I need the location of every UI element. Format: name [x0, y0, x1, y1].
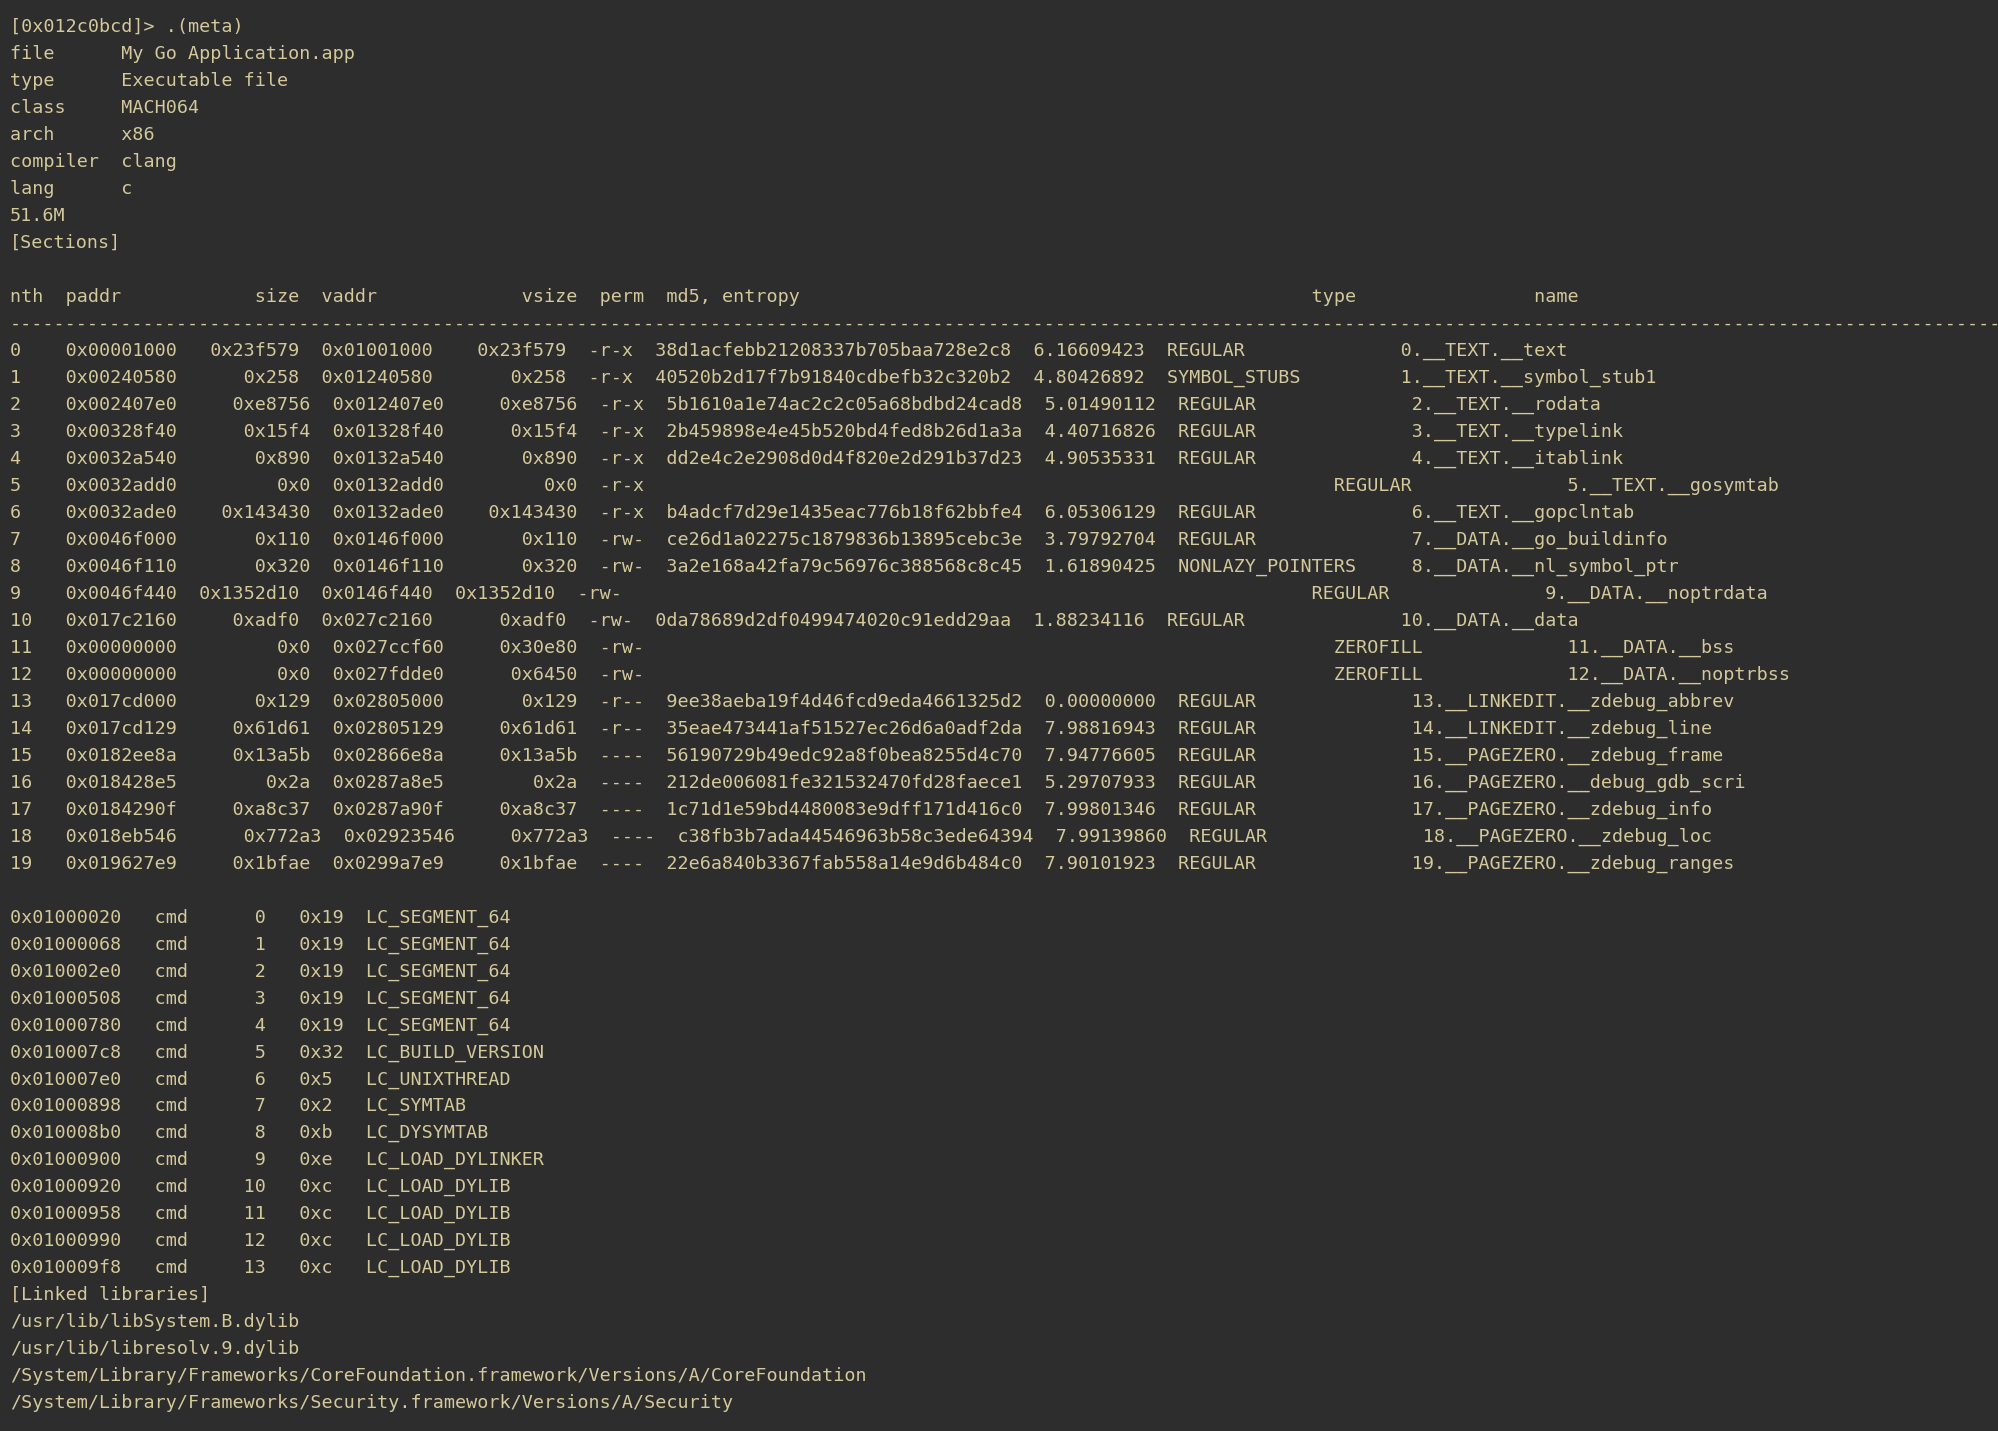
Text: 19   0x019627e9     0x1bfae  0x0299a7e9     0x1bfae  ----  22e6a840b3367fab558a1: 19 0x019627e9 0x1bfae 0x0299a7e9 0x1bfae… [10, 854, 1734, 873]
Text: [Sections]: [Sections] [10, 233, 122, 252]
Text: 11   0x00000000         0x0  0x027ccf60     0x30e80  -rw-                       : 11 0x00000000 0x0 0x027ccf60 0x30e80 -rw… [10, 638, 1734, 657]
Text: 16   0x018428e5        0x2a  0x0287a8e5        0x2a  ----  212de006081fe32153247: 16 0x018428e5 0x2a 0x0287a8e5 0x2a ---- … [10, 774, 1744, 791]
Text: 7    0x0046f000       0x110  0x0146f000       0x110  -rw-  ce26d1a02275c1879836b: 7 0x0046f000 0x110 0x0146f000 0x110 -rw-… [10, 531, 1666, 550]
Text: 0    0x00001000   0x23f579  0x01001000    0x23f579  -r-x  38d1acfebb21208337b705: 0 0x00001000 0x23f579 0x01001000 0x23f57… [10, 342, 1566, 361]
Text: 6    0x0032ade0    0x143430  0x0132ade0    0x143430  -r-x  b4adcf7d29e1435eac776: 6 0x0032ade0 0x143430 0x0132ade0 0x14343… [10, 504, 1634, 522]
Text: 14   0x017cd129     0x61d61  0x02805129     0x61d61  -r--  35eae473441af51527ec2: 14 0x017cd129 0x61d61 0x02805129 0x61d61… [10, 720, 1710, 738]
Text: 0x010008b0   cmd      8   0xb   LC_DYSYMTAB: 0x010008b0 cmd 8 0xb LC_DYSYMTAB [10, 1125, 488, 1142]
Text: 0x01000900   cmd      9   0xe   LC_LOAD_DYLINKER: 0x01000900 cmd 9 0xe LC_LOAD_DYLINKER [10, 1151, 543, 1169]
Text: nth  paddr            size  vaddr             vsize  perm  md5, entropy         : nth paddr size vaddr vsize perm md5, ent… [10, 288, 1578, 306]
Text: class     MACH064: class MACH064 [10, 99, 200, 117]
Text: compiler  clang: compiler clang [10, 153, 176, 170]
Text: type      Executable file: type Executable file [10, 72, 288, 90]
Text: 4    0x0032a540       0x890  0x0132a540       0x890  -r-x  dd2e4c2e2908d0d4f820e: 4 0x0032a540 0x890 0x0132a540 0x890 -r-x… [10, 449, 1622, 468]
Text: 0x01000780   cmd      4   0x19  LC_SEGMENT_64: 0x01000780 cmd 4 0x19 LC_SEGMENT_64 [10, 1016, 509, 1035]
Text: 0x010009f8   cmd     13   0xc   LC_LOAD_DYLIB: 0x010009f8 cmd 13 0xc LC_LOAD_DYLIB [10, 1259, 509, 1278]
Text: [Linked libraries]: [Linked libraries] [10, 1286, 210, 1304]
Text: 9    0x0046f440  0x1352d10  0x0146f440  0x1352d10  -rw-                         : 9 0x0046f440 0x1352d10 0x0146f440 0x1352… [10, 585, 1766, 602]
Text: /usr/lib/libSystem.B.dylib: /usr/lib/libSystem.B.dylib [10, 1314, 300, 1331]
Text: /usr/lib/libresolv.9.dylib: /usr/lib/libresolv.9.dylib [10, 1339, 300, 1358]
Text: 0x01000990   cmd     12   0xc   LC_LOAD_DYLIB: 0x01000990 cmd 12 0xc LC_LOAD_DYLIB [10, 1232, 509, 1251]
Text: 51.6M: 51.6M [10, 207, 66, 225]
Text: file      My Go Application.app: file My Go Application.app [10, 44, 356, 63]
Text: 5    0x0032add0         0x0  0x0132add0         0x0  -r-x                       : 5 0x0032add0 0x0 0x0132add0 0x0 -r-x [10, 477, 1778, 495]
Text: 0x010002e0   cmd      2   0x19  LC_SEGMENT_64: 0x010002e0 cmd 2 0x19 LC_SEGMENT_64 [10, 962, 509, 980]
Text: 0x01000898   cmd      7   0x2   LC_SYMTAB: 0x01000898 cmd 7 0x2 LC_SYMTAB [10, 1098, 466, 1116]
Text: arch      x86: arch x86 [10, 126, 154, 145]
Text: 0x01000068   cmd      1   0x19  LC_SEGMENT_64: 0x01000068 cmd 1 0x19 LC_SEGMENT_64 [10, 936, 509, 953]
Text: 12   0x00000000         0x0  0x027fdde0      0x6450  -rw-                       : 12 0x00000000 0x0 0x027fdde0 0x6450 -rw- [10, 665, 1788, 684]
Text: 0x01000020   cmd      0   0x19  LC_SEGMENT_64: 0x01000020 cmd 0 0x19 LC_SEGMENT_64 [10, 909, 509, 927]
Text: 0x01000920   cmd     10   0xc   LC_LOAD_DYLIB: 0x01000920 cmd 10 0xc LC_LOAD_DYLIB [10, 1178, 509, 1196]
Text: 1    0x00240580      0x258  0x01240580       0x258  -r-x  40520b2d17f7b91840cdbe: 1 0x00240580 0x258 0x01240580 0x258 -r-x… [10, 369, 1656, 386]
Text: 17   0x0184290f     0xa8c37  0x0287a90f     0xa8c37  ----  1c71d1e59bd4480083e9d: 17 0x0184290f 0xa8c37 0x0287a90f 0xa8c37… [10, 800, 1710, 819]
Text: 18   0x018eb546      0x772a3  0x02923546     0x772a3  ----  c38fb3b7ada44546963b: 18 0x018eb546 0x772a3 0x02923546 0x772a3… [10, 827, 1710, 846]
Text: 0x01000958   cmd     11   0xc   LC_LOAD_DYLIB: 0x01000958 cmd 11 0xc LC_LOAD_DYLIB [10, 1205, 509, 1224]
Text: lang      c: lang c [10, 180, 132, 197]
Text: /System/Library/Frameworks/Security.framework/Versions/A/Security: /System/Library/Frameworks/Security.fram… [10, 1394, 733, 1412]
Text: 8    0x0046f110       0x320  0x0146f110       0x320  -rw-  3a2e168a42fa79c56976c: 8 0x0046f110 0x320 0x0146f110 0x320 -rw-… [10, 558, 1678, 575]
Text: 3    0x00328f40      0x15f4  0x01328f40      0x15f4  -r-x  2b459898e4e45b520bd4f: 3 0x00328f40 0x15f4 0x01328f40 0x15f4 -r… [10, 422, 1622, 441]
Text: 13   0x017cd000       0x129  0x02805000       0x129  -r--  9ee38aeba19f4d46fcd9e: 13 0x017cd000 0x129 0x02805000 0x129 -r-… [10, 693, 1734, 711]
Text: --------------------------------------------------------------------------------: ----------------------------------------… [10, 315, 1998, 333]
Text: 0x01000508   cmd      3   0x19  LC_SEGMENT_64: 0x01000508 cmd 3 0x19 LC_SEGMENT_64 [10, 989, 509, 1007]
Text: 15   0x0182ee8a     0x13a5b  0x02866e8a     0x13a5b  ----  56190729b49edc92a8f0b: 15 0x0182ee8a 0x13a5b 0x02866e8a 0x13a5b… [10, 747, 1722, 764]
Text: /System/Library/Frameworks/CoreFoundation.framework/Versions/A/CoreFoundation: /System/Library/Frameworks/CoreFoundatio… [10, 1367, 867, 1385]
Text: 0x010007c8   cmd      5   0x32  LC_BUILD_VERSION: 0x010007c8 cmd 5 0x32 LC_BUILD_VERSION [10, 1043, 543, 1062]
Text: [0x012c0bcd]> .(meta): [0x012c0bcd]> .(meta) [10, 19, 244, 36]
Text: 0x010007e0   cmd      6   0x5   LC_UNIXTHREAD: 0x010007e0 cmd 6 0x5 LC_UNIXTHREAD [10, 1070, 509, 1089]
Text: 2    0x002407e0     0xe8756  0x012407e0     0xe8756  -r-x  5b1610a1e74ac2c2c05a6: 2 0x002407e0 0xe8756 0x012407e0 0xe8756 … [10, 396, 1600, 414]
Text: 10   0x017c2160     0xadf0  0x027c2160      0xadf0  -rw-  0da78689d2df0499474020: 10 0x017c2160 0xadf0 0x027c2160 0xadf0 -… [10, 611, 1578, 630]
